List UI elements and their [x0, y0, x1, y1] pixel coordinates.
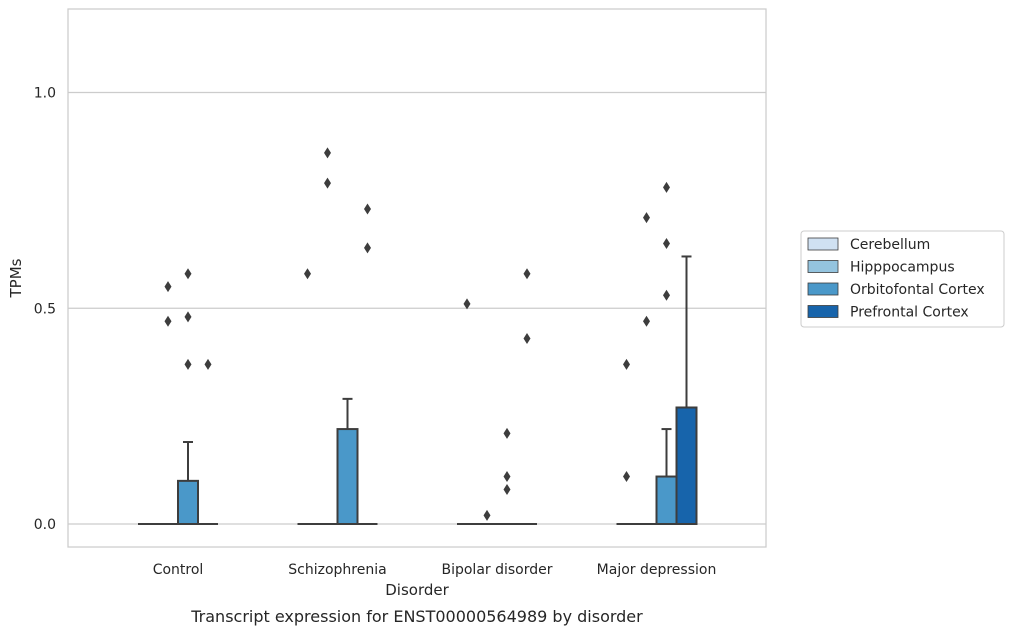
x-tick-label: Major depression — [597, 562, 717, 578]
outlier-point — [364, 242, 371, 254]
x-tick-labels: Control Schizophrenia Bipolar disorder Majo… — [153, 562, 717, 578]
box — [675, 255, 698, 525]
box — [177, 441, 199, 526]
box — [336, 397, 359, 526]
outlier-point — [523, 268, 531, 280]
grid-lines — [68, 91, 766, 525]
outlier-point — [623, 471, 630, 483]
outlier-point — [523, 332, 531, 344]
x-tick-label: Bipolar disorder — [441, 562, 552, 578]
outlier-point — [184, 311, 192, 323]
outlier-point — [304, 268, 311, 280]
legend-label: Hipppocampus — [850, 260, 955, 276]
legend-swatch — [807, 260, 839, 273]
outlier-point — [503, 427, 511, 439]
y-tick-labels: 0.00.51.01.52.0 — [34, 86, 56, 534]
outlier-points — [164, 147, 670, 521]
y-axis-label: TPMs — [7, 258, 25, 298]
outlier-point — [643, 315, 650, 327]
box-body — [675, 406, 698, 525]
y-tick-label: 0.0 — [34, 517, 56, 533]
y-tick-label: 0.5 — [34, 301, 56, 317]
x-axis-label: Disorder — [385, 581, 449, 599]
legend-label: Cerebellum — [850, 237, 930, 253]
boxes — [138, 255, 698, 526]
y-tick-label: 1.0 — [34, 86, 56, 102]
legend: Cerebellum Hipppocampus Orbitofontal Corte… — [800, 230, 1005, 328]
outlier-point — [164, 315, 172, 327]
outlier-point — [503, 483, 511, 495]
outlier-point — [463, 298, 471, 310]
outlier-point — [503, 471, 511, 483]
outlier-point — [184, 358, 192, 370]
legend-label: Orbitofontal Cortex — [850, 282, 985, 298]
box — [655, 428, 678, 526]
box-body — [655, 475, 678, 526]
legend-label: Prefrontal Cortex — [850, 305, 969, 321]
figure-caption: Transcript expression for ENST0000056498… — [190, 607, 643, 626]
outlier-point — [324, 147, 331, 159]
outlier-point — [364, 203, 371, 215]
x-tick-label: Schizophrenia — [288, 562, 386, 578]
outlier-point — [204, 358, 212, 370]
plot-area-frame — [67, 8, 767, 548]
legend-frame — [800, 230, 1005, 328]
legend-swatch — [807, 305, 839, 318]
legend-swatch — [807, 237, 839, 251]
box-body — [336, 428, 359, 526]
legend-swatch — [807, 282, 839, 296]
outlier-point — [164, 281, 172, 293]
outlier-point — [184, 268, 192, 280]
outlier-point — [663, 238, 670, 250]
outlier-point — [324, 177, 331, 189]
outlier-point — [663, 181, 670, 193]
outlier-point — [663, 289, 670, 301]
box-body — [177, 479, 199, 526]
outlier-point — [483, 509, 491, 521]
legend-items: Cerebellum Hipppocampus Orbitofontal Corte… — [807, 237, 985, 321]
x-tick-label: Control — [153, 562, 204, 578]
outlier-point — [643, 212, 650, 224]
outlier-point — [623, 358, 630, 370]
